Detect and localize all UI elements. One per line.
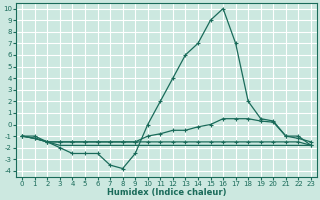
X-axis label: Humidex (Indice chaleur): Humidex (Indice chaleur) — [107, 188, 226, 197]
